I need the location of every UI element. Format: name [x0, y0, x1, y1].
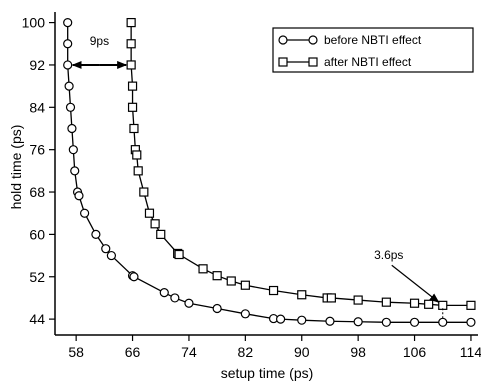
circle-point	[276, 314, 286, 324]
y-tick-label: 44	[29, 311, 45, 327]
y-tick-label: 68	[29, 184, 45, 200]
annotation-arrow	[391, 264, 440, 303]
square-point	[409, 298, 420, 308]
circle-point	[409, 317, 420, 327]
x-tick-label: 114	[460, 344, 481, 360]
circle-point	[297, 315, 307, 325]
x-tick-label: 66	[125, 344, 141, 360]
annotation-layer: 9ps 3.6ps	[71, 34, 444, 319]
y-ticks: 44 52 60 68 76 84 92 100	[22, 15, 55, 327]
y-tick-label: 52	[29, 269, 45, 285]
circle-point	[91, 229, 101, 239]
square-point	[129, 123, 139, 134]
annotation-label: 3.6ps	[374, 248, 403, 262]
circle-point	[106, 250, 117, 261]
legend-item: before NBTI effect	[278, 33, 422, 47]
circle-point	[184, 298, 194, 308]
square-point	[326, 293, 336, 303]
square-point	[126, 60, 136, 70]
circle-point	[63, 17, 73, 28]
x-ticks: 58 66 74 82 90 98 106 114	[68, 335, 481, 360]
circle-point	[170, 293, 180, 303]
square-point	[127, 102, 138, 112]
y-tick-label: 60	[29, 226, 45, 242]
y-tick-label: 84	[29, 99, 45, 115]
square-point	[132, 150, 142, 160]
square-point	[466, 300, 476, 310]
square-point	[127, 81, 138, 91]
circle-point	[325, 316, 335, 326]
square-point	[297, 290, 307, 300]
legend-box	[272, 27, 474, 73]
circle-point	[466, 317, 476, 327]
square-point	[156, 229, 166, 239]
series-layer	[63, 17, 476, 327]
circle-point	[64, 81, 74, 91]
series-1	[63, 17, 476, 327]
x-axis-title: setup time (ps)	[221, 365, 314, 381]
legend-marker	[308, 35, 318, 45]
legend-marker	[308, 57, 318, 67]
square-point	[139, 187, 149, 197]
circle-point	[129, 272, 139, 282]
square-point	[133, 166, 143, 176]
y-tick-label: 100	[22, 15, 46, 31]
square-point	[424, 299, 434, 309]
circle-point	[63, 39, 73, 49]
square-point	[150, 219, 160, 229]
square-point	[226, 276, 236, 286]
circle-point	[74, 191, 84, 201]
x-tick-label: 58	[68, 344, 84, 360]
x-tick-label: 106	[403, 344, 427, 360]
legend-items: before NBTI effect after NBTI effect	[278, 33, 422, 69]
legend: before NBTI effect after NBTI effect	[272, 27, 474, 73]
circle-point	[353, 317, 363, 327]
y-tick-label: 92	[29, 57, 45, 73]
circle-point	[212, 303, 222, 314]
square-point	[126, 39, 136, 49]
x-tick-label: 74	[181, 344, 197, 360]
legend-item: after NBTI effect	[278, 55, 412, 69]
circle-point	[159, 288, 169, 298]
x-tick-label: 98	[350, 344, 366, 360]
x-tick-label: 82	[238, 344, 254, 360]
circle-point	[381, 317, 391, 327]
square-point	[240, 280, 250, 290]
circle-point	[80, 208, 90, 218]
square-point	[438, 300, 448, 310]
circle-point	[65, 102, 76, 112]
circle-point	[70, 166, 80, 176]
annotation-label: 9ps	[90, 34, 109, 48]
circle-point	[67, 123, 77, 134]
y-tick-label: 76	[29, 142, 45, 158]
square-point	[126, 17, 136, 28]
circle-point	[63, 60, 73, 70]
legend-label: before NBTI effect	[324, 33, 422, 47]
series-2	[126, 17, 476, 310]
x-tick-label: 90	[294, 344, 310, 360]
square-point	[212, 271, 222, 281]
y-axis-title: hold time (ps)	[8, 125, 24, 210]
square-point	[198, 264, 208, 274]
circle-point	[240, 309, 250, 319]
legend-marker	[278, 35, 288, 45]
square-point	[353, 295, 363, 305]
square-point	[144, 208, 155, 218]
legend-label: after NBTI effect	[324, 55, 412, 69]
square-point	[381, 297, 391, 307]
legend-marker	[278, 57, 288, 67]
circle-point	[68, 145, 78, 155]
square-point	[174, 249, 184, 260]
circle-point	[438, 317, 448, 327]
square-point	[268, 285, 279, 296]
circle-point	[101, 244, 111, 254]
